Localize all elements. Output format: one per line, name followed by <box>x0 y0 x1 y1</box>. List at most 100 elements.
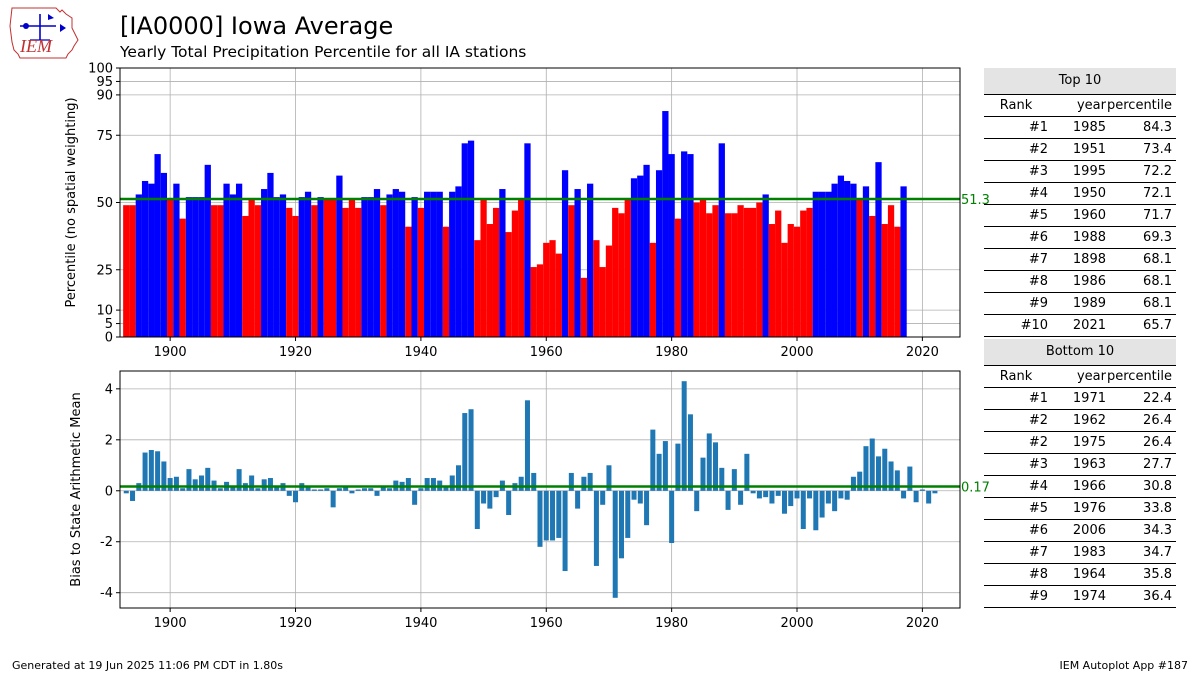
bar-1963 <box>561 170 569 337</box>
bar-1894 <box>129 205 136 337</box>
bar-1893 <box>123 490 129 494</box>
bar-1940 <box>418 488 424 491</box>
bar-2000 <box>794 490 800 499</box>
rank-cell: #1 <box>1028 120 1048 135</box>
bar-1897 <box>148 183 155 337</box>
bar-1953 <box>499 189 506 337</box>
year-cell: 1962 <box>1072 413 1106 428</box>
bar-1940 <box>417 207 425 337</box>
bar-1981 <box>675 443 681 491</box>
y-tick-label: 4 <box>105 382 113 397</box>
table-row: #8 1964 35.8 <box>984 564 1176 586</box>
bar-1895 <box>135 194 142 337</box>
percentile-cell: 36.4 <box>1143 589 1172 604</box>
bar-1907 <box>210 205 218 337</box>
bar-1990 <box>731 213 738 337</box>
bar-1911 <box>235 183 243 337</box>
bar-1937 <box>398 191 406 337</box>
bar-1948 <box>467 140 475 337</box>
year-cell: 1971 <box>1072 391 1106 406</box>
table-row: #7 1898 68.1 <box>984 249 1176 271</box>
bar-1974 <box>630 178 638 337</box>
bar-1952 <box>492 207 500 337</box>
bar-1915 <box>261 479 267 491</box>
bar-1914 <box>254 205 262 337</box>
rank-cell: #1 <box>1028 391 1048 406</box>
bar-2018 <box>907 466 913 491</box>
rank-cell: #5 <box>1028 208 1048 223</box>
bar-1925 <box>323 199 330 337</box>
bar-2014 <box>882 448 888 491</box>
header-percentile: percentile <box>1106 369 1172 384</box>
bar-1991 <box>738 490 744 505</box>
table-row: #5 1976 33.8 <box>984 498 1176 520</box>
table-row: #5 1960 71.7 <box>984 205 1176 227</box>
bar-2022 <box>932 490 938 494</box>
bar-1983 <box>687 154 694 337</box>
bar-2005 <box>825 490 831 504</box>
bar-2005 <box>825 191 832 337</box>
bar-1997 <box>775 210 782 337</box>
bar-1963 <box>562 490 568 572</box>
bar-1929 <box>349 490 355 494</box>
bar-1970 <box>606 465 612 491</box>
bar-2008 <box>844 180 851 337</box>
bar-1894 <box>130 490 136 501</box>
x-tick-label: 1940 <box>404 616 437 631</box>
bar-1988 <box>719 467 725 491</box>
rank-cell: #6 <box>1028 230 1048 245</box>
percentile-cell: 69.3 <box>1143 230 1172 245</box>
bar-2009 <box>850 476 856 491</box>
bar-1930 <box>355 207 362 337</box>
table-row: #6 2006 34.3 <box>984 520 1176 542</box>
x-tick-label: 1900 <box>154 616 187 631</box>
bar-1977 <box>650 429 656 491</box>
bar-1969 <box>599 267 606 337</box>
bar-1973 <box>625 490 631 538</box>
bar-1959 <box>537 490 543 547</box>
bar-2011 <box>862 186 870 337</box>
bar-1909 <box>223 183 230 337</box>
bar-1929 <box>348 199 356 337</box>
year-cell: 1995 <box>1072 164 1106 179</box>
bar-1987 <box>713 442 719 491</box>
year-cell: 1983 <box>1072 545 1106 560</box>
x-tick-label: 1960 <box>530 345 563 360</box>
bar-1996 <box>768 224 776 337</box>
bar-1994 <box>756 490 762 499</box>
bar-1911 <box>236 469 242 491</box>
bar-1930 <box>355 489 361 491</box>
bar-1951 <box>486 224 493 337</box>
rank-cell: #3 <box>1028 164 1048 179</box>
bar-1908 <box>217 488 223 491</box>
bar-1898 <box>155 451 161 491</box>
bar-1968 <box>593 490 599 566</box>
bar-1946 <box>456 465 462 491</box>
bar-1990 <box>731 469 737 491</box>
bar-1956 <box>518 476 524 491</box>
bar-1964 <box>568 472 574 491</box>
bar-1952 <box>493 490 499 498</box>
bar-1896 <box>142 452 148 491</box>
bar-2002 <box>807 490 813 499</box>
year-cell: 2021 <box>1072 318 1106 333</box>
bar-2009 <box>850 183 857 337</box>
bar-1972 <box>618 213 625 337</box>
year-cell: 1986 <box>1072 274 1106 289</box>
rank-cell: #2 <box>1028 142 1048 157</box>
bar-1977 <box>649 242 656 337</box>
bar-1942 <box>430 478 436 491</box>
bar-1960 <box>543 490 549 541</box>
bar-1949 <box>474 240 481 337</box>
bar-1915 <box>261 189 268 337</box>
bar-1902 <box>180 488 186 491</box>
rank-cell: #5 <box>1028 501 1048 516</box>
bar-1997 <box>775 490 781 496</box>
footer-app-id: IEM Autoplot App #187 <box>1059 659 1189 672</box>
table-row: #7 1983 34.7 <box>984 542 1176 564</box>
y-tick-label: 10 <box>96 304 113 319</box>
percentile-cell: 72.2 <box>1143 164 1172 179</box>
bar-1917 <box>274 485 280 491</box>
x-tick-label: 1940 <box>404 345 437 360</box>
year-cell: 1989 <box>1072 296 1106 311</box>
